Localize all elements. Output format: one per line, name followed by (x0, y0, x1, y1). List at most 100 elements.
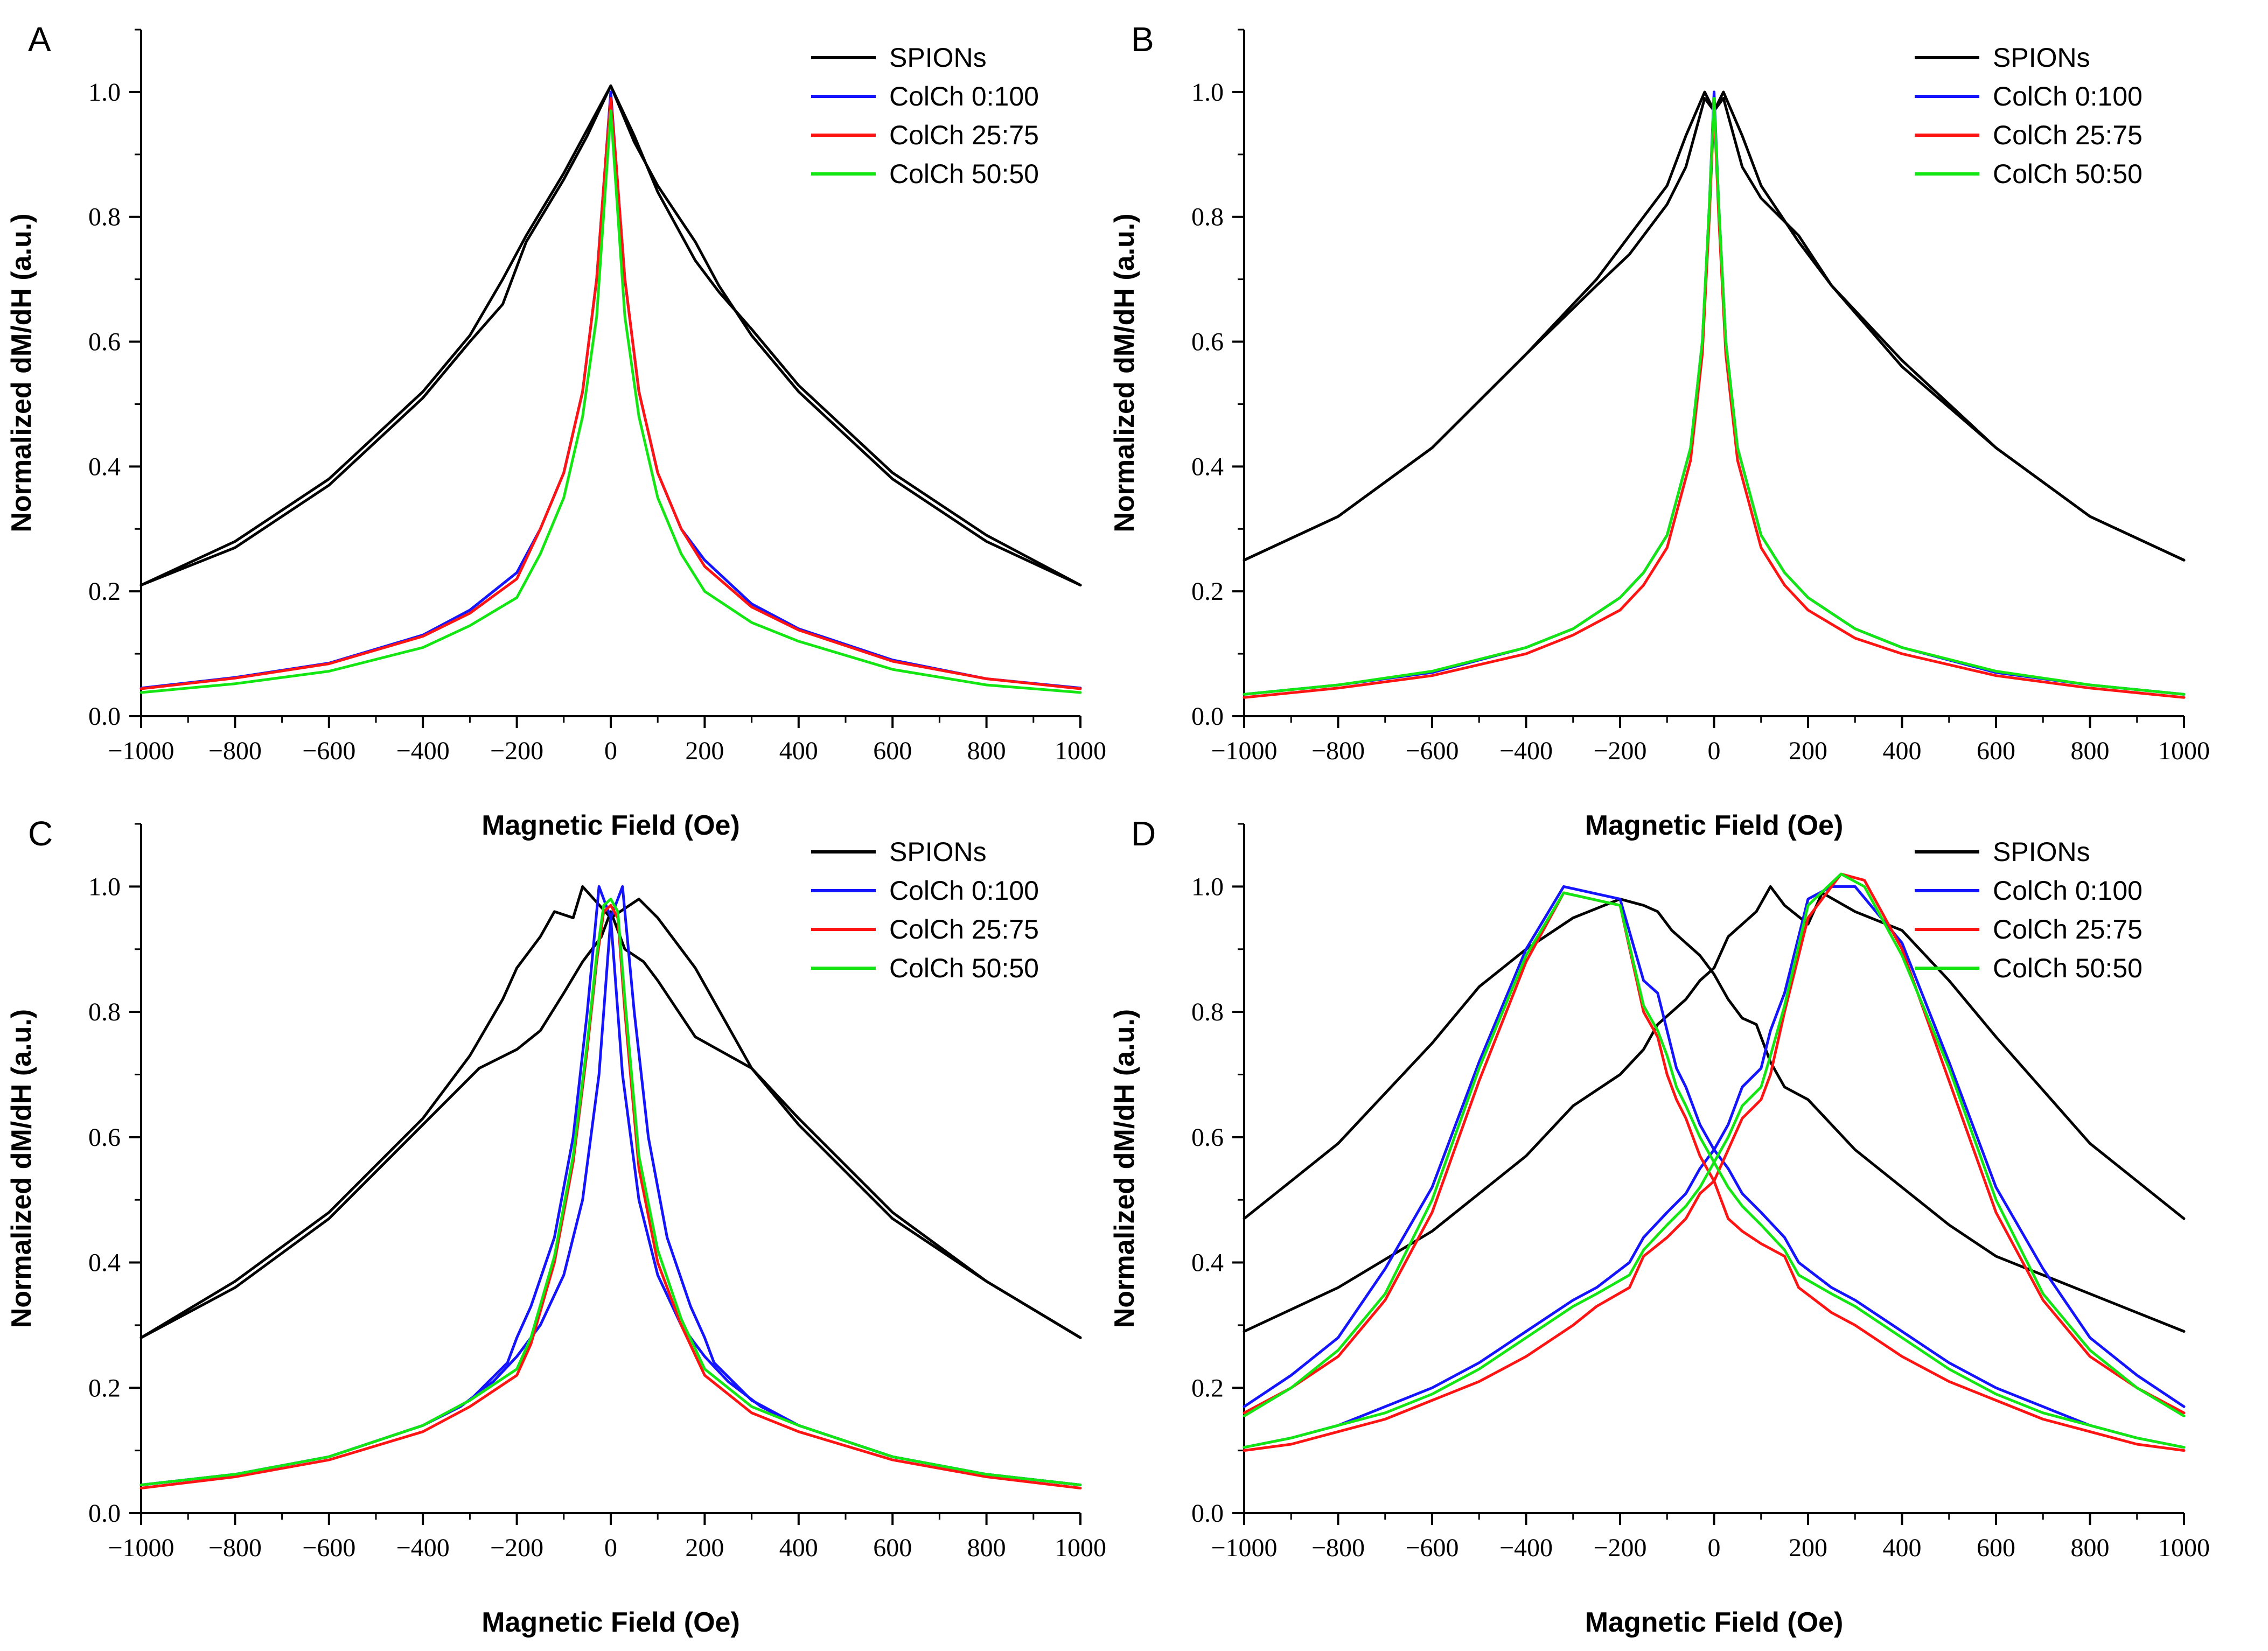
x-tick-label: −600 (1405, 1534, 1459, 1562)
legend-label-spions: SPIONs (889, 43, 987, 73)
y-axis-title: Normalized dM/dH (a.u.) (6, 213, 37, 532)
x-axis-title: Magnetic Field (Oe) (481, 810, 740, 841)
legend-label-colch-50-50: ColCh 50:50 (1993, 159, 2143, 189)
x-tick-label: −400 (396, 737, 450, 765)
legend-label-colch-50-50: ColCh 50:50 (889, 953, 1039, 983)
x-tick-label: −600 (302, 737, 355, 765)
x-tick-label: 0 (604, 1534, 617, 1562)
panel-letter-a: A (28, 20, 51, 59)
y-axis-title: Normalized dM/dH (a.u.) (1109, 213, 1140, 532)
x-tick-label: 0 (1708, 1534, 1721, 1562)
series-line-colch-25-75-branch-1 (1243, 891, 2186, 1452)
y-tick-label: 1.0 (1191, 872, 1224, 901)
x-tick-label: −800 (1311, 1534, 1365, 1562)
series-line-colch-50-50-branch-1 (139, 109, 1082, 694)
x-tick-label: −600 (1405, 737, 1459, 765)
series-line-spions-branch-2 (139, 910, 1082, 1339)
y-tick-label: 0.0 (88, 1499, 121, 1528)
y-tick-label: 0.2 (88, 577, 121, 606)
legend-label-spions: SPIONs (1993, 837, 2090, 867)
x-axis-title: Magnetic Field (Oe) (1585, 1607, 1844, 1638)
panel-c: −1000 −800 −600 −400 −200 0 200 400 600 800 1000 0.… (6, 814, 1106, 1638)
series-line-colch-25-75-branch-2 (1243, 872, 2186, 1452)
y-tick-label: 0.8 (88, 203, 121, 232)
x-tick-label: 400 (1883, 1534, 1922, 1562)
y-tick-label: 0.4 (1191, 452, 1224, 481)
y-axis-title: Normalized dM/dH (a.u.) (1109, 1009, 1140, 1328)
x-tick-label: −1000 (108, 1534, 174, 1562)
panel-letter-b: B (1131, 20, 1154, 59)
legend-label-colch-0-100: ColCh 0:100 (889, 81, 1039, 111)
x-tick-label: −1000 (1211, 737, 1277, 765)
legend-label-colch-50-50: ColCh 50:50 (889, 159, 1039, 189)
y-tick-label: 0.0 (1191, 1499, 1224, 1528)
x-tick-label: 0 (1708, 737, 1721, 765)
panel-d: −1000 −800 −600 −400 −200 0 200 400 600 800 1000 0.… (1109, 814, 2210, 1638)
y-tick-label: 0.2 (1191, 577, 1224, 606)
legend-label-colch-0-100: ColCh 0:100 (889, 876, 1039, 906)
series-line-colch-25-75-branch-1 (139, 904, 1082, 1489)
y-tick-label: 0.6 (88, 328, 121, 356)
x-tick-label: −400 (396, 1534, 450, 1562)
x-tick-label: 400 (779, 1534, 818, 1562)
legend-label-colch-0-100: ColCh 0:100 (1993, 876, 2143, 906)
x-tick-label: 800 (2071, 737, 2110, 765)
x-tick-label: 200 (685, 737, 724, 765)
series-line-colch-0-100-branch-1 (139, 90, 1082, 690)
panel-letter-d: D (1131, 814, 1156, 853)
x-tick-label: 1000 (2158, 1534, 2210, 1562)
x-tick-label: 600 (873, 1534, 912, 1562)
y-axis-title: Normalized dM/dH (a.u.) (6, 1009, 37, 1328)
x-tick-label: −800 (208, 1534, 262, 1562)
series-line-colch-50-50-branch-1 (1243, 97, 2186, 696)
y-tick-label: 0.8 (1191, 998, 1224, 1026)
x-tick-label: 600 (1977, 1534, 2015, 1562)
x-tick-label: 200 (1789, 737, 1827, 765)
x-tick-label: −800 (1311, 737, 1365, 765)
y-tick-label: 0.0 (1191, 702, 1224, 731)
x-tick-label: 600 (873, 737, 912, 765)
y-tick-label: 1.0 (88, 872, 121, 901)
y-tick-label: 0.4 (1191, 1249, 1224, 1277)
y-tick-label: 0.8 (1191, 203, 1224, 232)
y-tick-label: 0.4 (88, 1249, 121, 1277)
series-line-spions-branch-1 (139, 885, 1082, 1339)
x-tick-label: 600 (1977, 737, 2015, 765)
x-tick-label: −800 (208, 737, 262, 765)
x-tick-label: 400 (779, 737, 818, 765)
x-tick-label: 0 (604, 737, 617, 765)
x-axis-title: Magnetic Field (Oe) (1585, 810, 1844, 841)
x-tick-label: 200 (1789, 1534, 1827, 1562)
series-line-spions-branch-2 (1243, 885, 2186, 1333)
y-tick-label: 0.2 (88, 1374, 121, 1402)
x-tick-label: 200 (685, 1534, 724, 1562)
y-tick-label: 0.4 (88, 452, 121, 481)
series-line-colch-0-100-branch-1 (1243, 885, 2186, 1449)
x-tick-label: −200 (1593, 737, 1646, 765)
y-tick-label: 0.6 (88, 1123, 121, 1152)
x-tick-label: 800 (967, 737, 1006, 765)
x-tick-label: 1000 (1055, 1534, 1106, 1562)
series-line-colch-25-75-branch-1 (139, 97, 1082, 690)
y-tick-label: 0.2 (1191, 1374, 1224, 1402)
y-tick-label: 0.6 (1191, 328, 1224, 356)
legend-label-colch-25-75: ColCh 25:75 (889, 914, 1039, 945)
legend-label-colch-50-50: ColCh 50:50 (1993, 953, 2143, 983)
x-tick-label: −400 (1499, 1534, 1553, 1562)
series-line-colch-50-50-branch-1 (139, 898, 1082, 1487)
series-line-colch-50-50-branch-1 (1243, 891, 2186, 1449)
y-tick-label: 0.8 (88, 998, 121, 1026)
x-tick-label: 400 (1883, 737, 1922, 765)
panel-b: −1000 −800 −600 −400 −200 0 200 400 600 800 1000 0.… (1109, 20, 2210, 841)
x-tick-label: −1000 (108, 737, 174, 765)
x-tick-label: −200 (490, 1534, 543, 1562)
legend-label-colch-0-100: ColCh 0:100 (1993, 81, 2143, 111)
panel-a: −1000 −800 −600 −400 −200 0 200 400 600 800 1000 0.… (6, 20, 1106, 841)
x-tick-label: −1000 (1211, 1534, 1277, 1562)
x-tick-label: 800 (2071, 1534, 2110, 1562)
x-tick-label: 1000 (1055, 737, 1106, 765)
x-tick-label: 800 (967, 1534, 1006, 1562)
legend-label-spions: SPIONs (889, 837, 987, 867)
x-tick-label: −600 (302, 1534, 355, 1562)
series-line-colch-50-50-branch-2 (1243, 872, 2186, 1449)
